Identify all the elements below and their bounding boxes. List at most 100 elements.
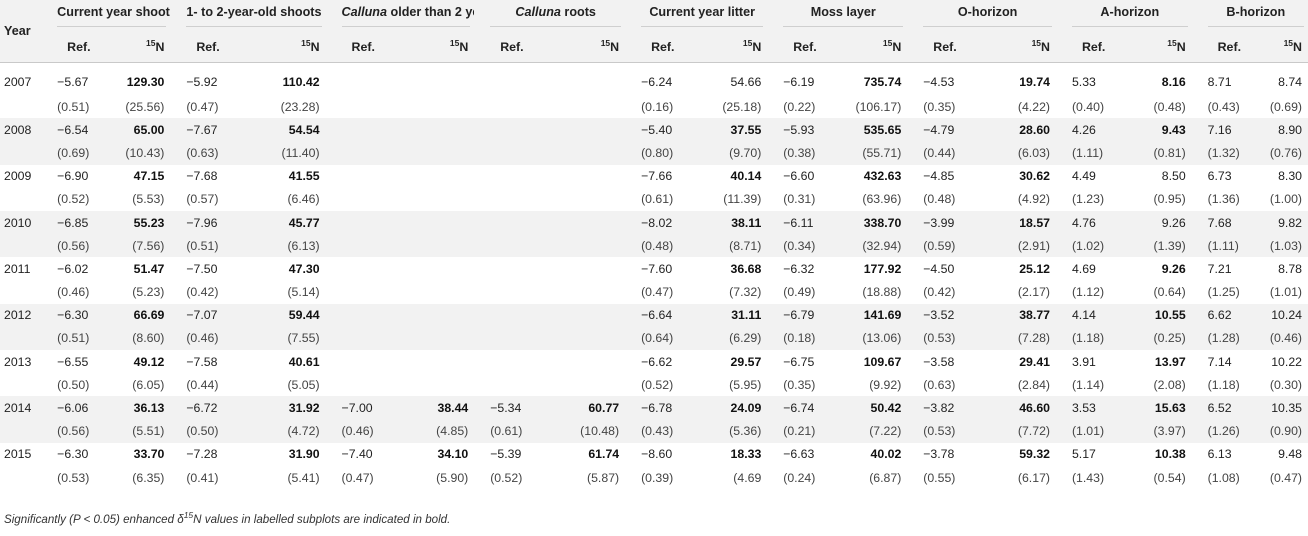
- cell-gap: [1056, 281, 1068, 304]
- ref-value-cell: 6.13: [1207, 447, 1232, 462]
- n15-value-bold: 38.11: [731, 215, 762, 230]
- ref-se-cell: (0.61): [486, 419, 554, 443]
- cell-gap: [325, 234, 338, 258]
- cell-gap: [1056, 326, 1068, 351]
- ref-se-cell: (0.63): [182, 141, 254, 165]
- n15-value-cell: 65.00: [96, 118, 171, 142]
- subheader-gap: [474, 31, 487, 63]
- n15-value-bold: 110.42: [282, 75, 320, 89]
- ref-se-cell: (0.22): [783, 99, 816, 114]
- n15-se-cell: [403, 281, 475, 304]
- ref-se-cell: (0.39): [641, 470, 674, 485]
- ref-se-cell: (0.52): [57, 192, 90, 207]
- ref-value-cell: 4.14: [1067, 303, 1140, 327]
- cell-gap: [1056, 303, 1068, 327]
- ref-se-cell: [486, 188, 553, 211]
- n15-value-cell: 24.09: [695, 396, 768, 420]
- group-header-label: 1- to 2-year-old shoots: [186, 5, 322, 27]
- cell-gap: [625, 63, 637, 96]
- n15-se-cell: (6.13): [253, 234, 326, 258]
- n15-value-cell: 40.61: [254, 350, 326, 373]
- cell-gap: [170, 141, 183, 165]
- n15-se-cell: (6.87): [869, 470, 902, 485]
- cell-gap: [326, 281, 338, 304]
- ref-se-cell: (0.51): [53, 326, 97, 351]
- n15-value-cell: 129.30: [97, 63, 171, 96]
- ref-value-cell: −5.67: [57, 75, 89, 89]
- n15-se-cell: (7.32): [729, 285, 762, 300]
- cell-gap: [326, 466, 338, 489]
- ref-se-cell: (0.50): [182, 419, 254, 443]
- n15-subheader: 15N: [995, 31, 1056, 63]
- cell-gap: [767, 281, 779, 304]
- ref-value-cell: [337, 303, 403, 327]
- n15-label: N: [1176, 39, 1186, 54]
- cell-gap: [625, 257, 637, 280]
- cell-gap: [41, 281, 53, 304]
- cell-gap: [170, 373, 182, 396]
- ref-se-cell: (0.24): [783, 470, 816, 485]
- n15-value-bold: 34.10: [437, 447, 469, 462]
- n15-value-cell: 45.77: [253, 210, 326, 235]
- n15-se-cell: (5.53): [132, 192, 165, 207]
- cell-gap: [1056, 466, 1068, 489]
- cell-gap: [1192, 466, 1204, 489]
- cell-gap: [907, 210, 920, 235]
- cell-gap: [474, 373, 486, 396]
- n15-value-bold: 8.16: [1161, 75, 1186, 89]
- n15-se-cell: (5.90): [436, 470, 469, 485]
- ref-se-cell: (0.43): [1207, 99, 1240, 114]
- cell-gap: [326, 373, 338, 396]
- ref-se-cell: [337, 326, 403, 351]
- n15-label: N: [310, 39, 320, 54]
- n15-value-cell: 49.12: [97, 350, 171, 373]
- cell-gap: [41, 466, 53, 489]
- ref-value-cell: −7.40: [341, 447, 373, 462]
- ref-se-cell: (1.25): [1207, 285, 1240, 300]
- table-row-se: (0.56) (5.51) (0.50) (4.72) (0.46) (4.85) (0.6…: [0, 419, 1308, 443]
- cell-gap: [1056, 141, 1068, 165]
- ref-se-cell: (0.16): [641, 99, 674, 114]
- n15-se-cell: (5.41): [287, 470, 320, 485]
- cell-gap: [41, 443, 53, 466]
- n15-value-bold: 40.14: [730, 169, 762, 184]
- ref-value-cell: 3.91: [1071, 354, 1096, 369]
- ref-se-cell: (0.42): [186, 285, 219, 300]
- n15-value-bold: 24.09: [730, 401, 762, 416]
- n15-se-cell: (5.14): [287, 285, 320, 300]
- n15-value-bold: 28.60: [1019, 122, 1050, 137]
- year-cell-empty: [0, 326, 42, 351]
- cell-gap: [625, 419, 638, 443]
- year-cell: 2010: [0, 210, 42, 235]
- group-header-text: B-horizon: [1226, 4, 1286, 19]
- cell-gap: [474, 165, 486, 188]
- n15-superscript: 15: [1031, 37, 1042, 48]
- n15-se-cell: (63.96): [862, 192, 902, 207]
- n15-se-cell: (0.54): [1153, 470, 1186, 485]
- n15-value-bold: 19.74: [1019, 75, 1050, 89]
- cell-gap: [170, 443, 182, 466]
- subheader-gap: [625, 31, 638, 63]
- n15-superscript: 15: [145, 37, 156, 48]
- cell-gap: [474, 396, 487, 420]
- table-body: 2007 −5.67 129.30 −5.92 110.42 −6.24 54.66 −6.1…: [0, 63, 1308, 490]
- subheader-gap: [170, 31, 183, 63]
- n15-value-cell: 15.63: [1139, 396, 1192, 420]
- cell-gap: [1191, 118, 1204, 142]
- cell-gap: [170, 257, 182, 280]
- ref-se-cell: (0.53): [919, 326, 996, 351]
- ref-value-cell: 4.49: [1071, 169, 1096, 184]
- n15-label: N: [1293, 39, 1302, 54]
- n15-value-cell: [553, 210, 626, 235]
- cell-gap: [767, 118, 780, 142]
- group-header-italic: Calluna: [515, 4, 561, 19]
- n15-value-cell: [403, 165, 475, 188]
- ref-value-cell: 7.68: [1203, 210, 1265, 235]
- n15-se-cell: (4.92): [1017, 192, 1050, 207]
- cell-gap: [474, 118, 487, 142]
- n15-value-bold: 29.41: [1019, 354, 1050, 369]
- ref-se-cell: (0.46): [57, 285, 90, 300]
- ref-se-cell: (1.08): [1207, 470, 1240, 485]
- n15-value-cell: 8.30: [1278, 169, 1302, 184]
- ref-subheader: Ref.: [919, 31, 996, 63]
